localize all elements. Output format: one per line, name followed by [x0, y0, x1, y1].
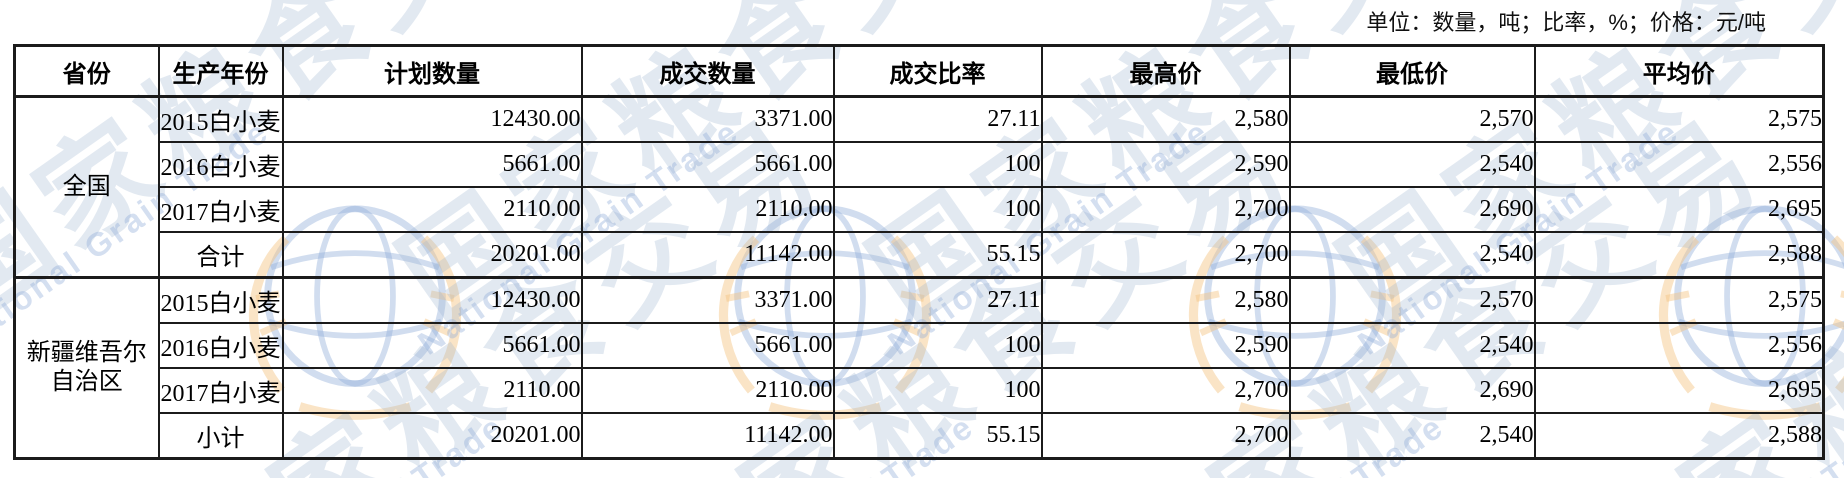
planned-quantity-cell: 20201.00	[281, 412, 583, 460]
highest-price-cell: 2,580	[1040, 276, 1291, 324]
total-label-cell: 小计	[157, 412, 284, 460]
table-body: 全国 2015白小麦 12430.00 3371.00 27.11 2,580 2,570 2…	[13, 95, 1825, 460]
lowest-price-cell: 2,540	[1288, 231, 1536, 279]
average-price-cell: 2,556	[1533, 141, 1825, 188]
average-price-cell: 2,588	[1533, 412, 1825, 460]
traded-quantity-cell: 2110.00	[580, 367, 835, 414]
unit-note: 单位：数量，吨；比率，%；价格：元/吨	[1366, 10, 1766, 35]
total-row: 小计 20201.00 11142.00 55.15 2,700 2,540 2,588	[15, 412, 1825, 460]
lowest-price-cell: 2,570	[1288, 95, 1536, 143]
total-row: 合计 20201.00 11142.00 55.15 2,700 2,540 2,588	[15, 231, 1825, 279]
planned-quantity-cell: 2110.00	[281, 186, 583, 233]
planned-quantity-cell: 2110.00	[281, 367, 583, 414]
column-header: 平均价	[1533, 44, 1825, 98]
average-price-cell: 2,575	[1533, 95, 1825, 143]
planned-quantity-cell: 5661.00	[281, 141, 583, 188]
average-price-cell: 2,588	[1533, 231, 1825, 279]
lowest-price-cell: 2,690	[1288, 367, 1536, 414]
lowest-price-cell: 2,570	[1288, 276, 1536, 324]
traded-ratio-cell: 55.15	[832, 412, 1043, 460]
table-row: 2017白小麦 2110.00 2110.00 100 2,700 2,690 2,695	[15, 186, 1825, 233]
year-cell: 2017白小麦	[157, 186, 284, 233]
traded-ratio-cell: 55.15	[832, 231, 1043, 279]
column-header: 省份	[13, 44, 160, 98]
province-cell: 全国	[13, 95, 160, 279]
planned-quantity-cell: 20201.00	[281, 231, 583, 279]
planned-quantity-cell: 12430.00	[281, 276, 583, 324]
highest-price-cell: 2,700	[1040, 367, 1291, 414]
traded-quantity-cell: 3371.00	[580, 276, 835, 324]
lowest-price-cell: 2,540	[1288, 412, 1536, 460]
highest-price-cell: 2,590	[1040, 322, 1291, 369]
table-row: 新疆维吾尔自治区 2015白小麦 12430.00 3371.00 27.11 2,580…	[13, 276, 1825, 460]
traded-ratio-cell: 100	[832, 367, 1043, 414]
table-row: 2016白小麦 5661.00 5661.00 100 2,590 2,540 2,556	[15, 141, 1825, 188]
column-header: 计划数量	[281, 44, 583, 98]
year-cell: 2017白小麦	[157, 367, 284, 414]
traded-ratio-cell: 100	[832, 322, 1043, 369]
traded-quantity-cell: 11142.00	[580, 412, 835, 460]
average-price-cell: 2,575	[1533, 276, 1825, 324]
planned-quantity-cell: 12430.00	[281, 95, 583, 143]
table-row: 2016白小麦 5661.00 5661.00 100 2,590 2,540 2,556	[15, 322, 1825, 369]
highest-price-cell: 2,700	[1040, 231, 1291, 279]
column-header: 最高价	[1040, 44, 1291, 98]
total-label-cell: 合计	[157, 231, 284, 279]
lowest-price-cell: 2,690	[1288, 186, 1536, 233]
year-cell: 2016白小麦	[157, 141, 284, 188]
traded-quantity-cell: 3371.00	[580, 95, 835, 143]
traded-ratio-cell: 27.11	[832, 95, 1043, 143]
lowest-price-cell: 2,540	[1288, 141, 1536, 188]
traded-quantity-cell: 5661.00	[580, 141, 835, 188]
year-cell: 2015白小麦	[157, 95, 284, 143]
lowest-price-cell: 2,540	[1288, 322, 1536, 369]
highest-price-cell: 2,580	[1040, 95, 1291, 143]
auction-results-table: 省份 生产年份 计划数量 成交数量 成交比率 最高价 最低价 平均价 全国 2015白小麦 124…	[13, 44, 1825, 460]
planned-quantity-cell: 5661.00	[281, 322, 583, 369]
traded-quantity-cell: 5661.00	[580, 322, 835, 369]
column-header: 成交比率	[832, 44, 1043, 98]
column-header: 最低价	[1288, 44, 1536, 98]
table-row: 2017白小麦 2110.00 2110.00 100 2,700 2,690 2,695	[15, 367, 1825, 414]
average-price-cell: 2,556	[1533, 322, 1825, 369]
highest-price-cell: 2,590	[1040, 141, 1291, 188]
year-cell: 2016白小麦	[157, 322, 284, 369]
highest-price-cell: 2,700	[1040, 412, 1291, 460]
header-row: 省份 生产年份 计划数量 成交数量 成交比率 最高价 最低价 平均价	[13, 44, 1825, 98]
average-price-cell: 2,695	[1533, 186, 1825, 233]
province-cell: 新疆维吾尔自治区	[13, 276, 160, 460]
traded-ratio-cell: 100	[832, 186, 1043, 233]
traded-ratio-cell: 100	[832, 141, 1043, 188]
table-row: 全国 2015白小麦 12430.00 3371.00 27.11 2,580 2,570 2…	[13, 95, 1825, 279]
traded-ratio-cell: 27.11	[832, 276, 1043, 324]
traded-quantity-cell: 2110.00	[580, 186, 835, 233]
highest-price-cell: 2,700	[1040, 186, 1291, 233]
traded-quantity-cell: 11142.00	[580, 231, 835, 279]
column-header: 生产年份	[157, 44, 284, 98]
year-cell: 2015白小麦	[157, 276, 284, 324]
column-header: 成交数量	[580, 44, 835, 98]
average-price-cell: 2,695	[1533, 367, 1825, 414]
